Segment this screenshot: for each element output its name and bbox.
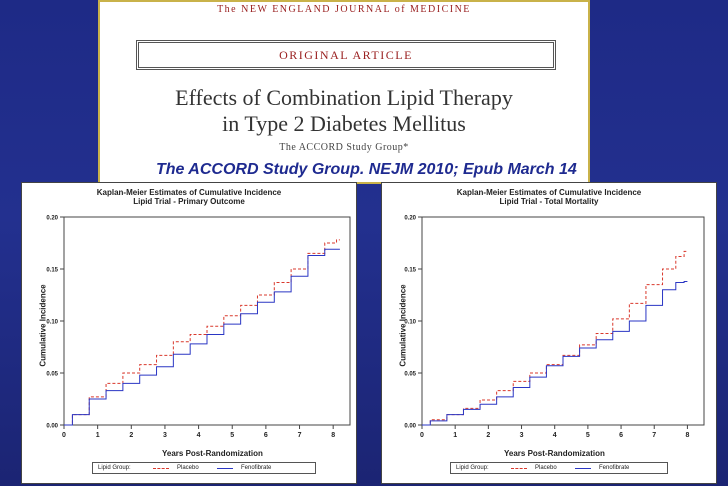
journal-name: The NEW ENGLAND JOURNAL of MEDICINE — [217, 4, 471, 15]
x-tick-label: 6 — [264, 432, 268, 439]
x-tick-label: 4 — [197, 432, 201, 439]
chart-title-main: Kaplan-Meier Estimates of Cumulative Inc… — [456, 188, 642, 197]
x-tick-label: 3 — [520, 432, 524, 439]
plot-frame — [63, 216, 351, 426]
y-tick-label: 0.20 — [46, 216, 58, 222]
section-label: ORIGINAL ARTICLE — [279, 48, 413, 62]
legend-title: Lipid Group: — [456, 465, 489, 471]
x-tick-label: 0 — [62, 432, 66, 439]
legend-label-fenofibrate: Fenofibrate — [241, 465, 272, 471]
series-line-placebo — [422, 250, 688, 426]
legend-swatch-fenofibrate — [217, 468, 233, 469]
chart-title: Kaplan-Meier Estimates of Cumulative Inc… — [382, 188, 716, 206]
chart-title-main: Kaplan-Meier Estimates of Cumulative Inc… — [96, 188, 282, 197]
legend-swatch-placebo — [511, 468, 527, 469]
article-authors: The ACCORD Study Group* — [279, 142, 409, 153]
x-tick-label: 5 — [586, 432, 590, 439]
article-title: Effects of Combination Lipid Therapy in … — [100, 85, 588, 137]
y-tick-label: 0.15 — [404, 268, 416, 274]
x-axis-label: Years Post-Randomization — [504, 449, 605, 458]
chart-panel-total-mortality: 0.00 0.05 0.10 0.15 0.20 0 1 2 3 4 5 6 7 8 Kaplan-Mei… — [381, 182, 717, 484]
chart-svg-total-mortality: 0.00 0.05 0.10 0.15 0.20 0 1 2 3 4 5 6 7 8 — [404, 216, 705, 439]
y-axis-label: Cumulative Incidence — [398, 284, 408, 367]
y-tick-label: 0.10 — [404, 320, 416, 326]
y-tick-label: 0.10 — [46, 320, 58, 326]
x-axis-label: Years Post-Randomization — [162, 449, 263, 458]
x-tick-label: 2 — [129, 432, 133, 439]
legend-swatch-fenofibrate — [575, 468, 591, 469]
x-tick-label: 4 — [553, 432, 557, 439]
legend-swatch-placebo — [153, 468, 169, 469]
legend-label-fenofibrate: Fenofibrate — [599, 465, 630, 471]
plot-frame — [421, 216, 705, 426]
chart-svg-primary-outcome: 0.00 0.05 0.10 0.15 0.20 0 1 2 3 4 5 6 7 8 — [46, 216, 351, 439]
legend-title: Lipid Group: — [98, 465, 131, 471]
y-tick-label: 0.20 — [404, 216, 416, 222]
series-line-placebo — [64, 239, 340, 426]
article-title-line2: in Type 2 Diabetes Mellitus — [222, 111, 466, 136]
x-tick-label: 8 — [331, 432, 335, 439]
chart-title: Kaplan-Meier Estimates of Cumulative Inc… — [22, 188, 356, 206]
x-tick-label: 8 — [685, 432, 689, 439]
x-tick-label: 7 — [652, 432, 656, 439]
section-box: ORIGINAL ARTICLE — [136, 40, 556, 70]
x-tick-label: 5 — [230, 432, 234, 439]
chart-legend: Lipid Group: Placebo Fenofibrate — [92, 462, 316, 474]
chart-subtitle: Lipid Trial - Primary Outcome — [133, 197, 245, 206]
citation: The ACCORD Study Group. NEJM 2010; Epub … — [156, 161, 577, 178]
chart-subtitle: Lipid Trial - Total Mortality — [499, 197, 599, 206]
series-line-fenofibrate — [64, 248, 340, 426]
y-tick-label: 0.05 — [404, 372, 416, 378]
legend-label-placebo: Placebo — [535, 465, 557, 471]
series-line-fenofibrate — [422, 280, 688, 426]
y-tick-label: 0.05 — [46, 372, 58, 378]
x-tick-label: 1 — [96, 432, 100, 439]
x-tick-label: 6 — [619, 432, 623, 439]
article-title-line1: Effects of Combination Lipid Therapy — [175, 85, 513, 110]
x-tick-label: 2 — [486, 432, 490, 439]
y-tick-label: 0.15 — [46, 268, 58, 274]
y-tick-label: 0.00 — [404, 424, 416, 430]
y-axis-label: Cumulative Incidence — [38, 284, 48, 367]
chart-legend: Lipid Group: Placebo Fenofibrate — [450, 462, 668, 474]
y-tick-label: 0.00 — [46, 424, 58, 430]
x-tick-label: 7 — [298, 432, 302, 439]
article-header: The NEW ENGLAND JOURNAL of MEDICINE ORIG… — [98, 0, 590, 184]
x-tick-label: 1 — [453, 432, 457, 439]
chart-panel-primary-outcome: 0.00 0.05 0.10 0.15 0.20 0 1 2 3 4 5 6 7 8 Kaplan-Mei… — [21, 182, 357, 484]
legend-label-placebo: Placebo — [177, 465, 199, 471]
x-tick-label: 0 — [420, 432, 424, 439]
x-tick-label: 3 — [163, 432, 167, 439]
